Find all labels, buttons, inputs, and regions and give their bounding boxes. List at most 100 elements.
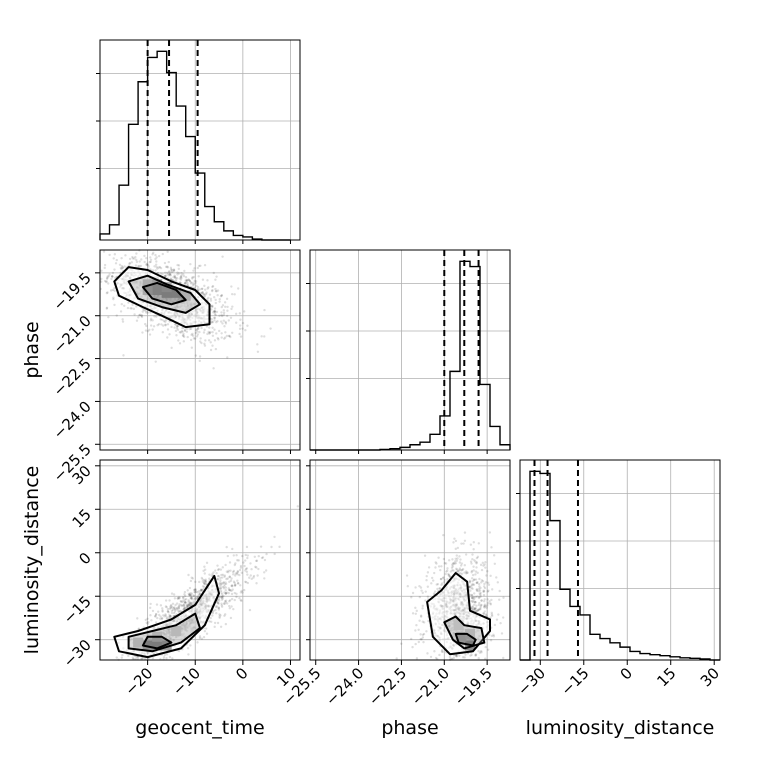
scatter-point — [168, 613, 171, 617]
scatter-point — [473, 559, 476, 562]
scatter-point — [151, 319, 154, 322]
scatter-point — [221, 314, 224, 318]
scatter-point — [442, 533, 445, 537]
scatter-point — [214, 605, 218, 609]
scatter-point — [200, 637, 204, 640]
scatter-point — [473, 606, 476, 610]
scatter-point — [470, 607, 473, 610]
scatter-point — [472, 548, 475, 551]
scatter-point — [213, 296, 216, 299]
scatter-point — [148, 606, 152, 610]
scatter-point — [108, 253, 111, 257]
scatter-point — [240, 589, 243, 593]
scatter-point — [169, 606, 173, 610]
scatter-point — [167, 615, 171, 619]
scatter-point — [203, 263, 207, 267]
scatter-point — [131, 255, 134, 259]
scatter-point — [235, 554, 238, 557]
scatter-point — [229, 569, 232, 572]
scatter-point — [223, 614, 226, 617]
scatter-point — [142, 308, 145, 311]
scatter-point — [157, 613, 161, 617]
scatter-point — [183, 598, 187, 601]
scatter-point — [218, 615, 221, 618]
scatter-point — [263, 308, 266, 312]
scatter-point — [113, 303, 116, 307]
scatter-point — [197, 275, 200, 278]
scatter-point — [200, 287, 204, 291]
scatter-point — [464, 653, 467, 656]
scatter-point — [175, 607, 179, 610]
scatter-point — [203, 629, 207, 633]
scatter-point — [161, 272, 164, 276]
scatter-point — [168, 333, 171, 336]
scatter-point — [230, 285, 233, 288]
scatter-point — [157, 266, 160, 269]
scatter-point — [178, 603, 181, 606]
scatter-point — [234, 562, 237, 565]
scatter-point — [232, 573, 235, 576]
scatter-point — [217, 567, 221, 571]
scatter-point — [197, 594, 200, 597]
scatter-point — [172, 268, 176, 272]
scatter-point — [240, 571, 244, 575]
scatter-point — [190, 346, 194, 349]
scatter-point — [214, 313, 217, 317]
scatter-point — [219, 584, 222, 588]
scatter-point — [239, 318, 242, 321]
scatter-point — [422, 621, 426, 624]
scatter-point — [468, 580, 471, 583]
scatter-point — [161, 252, 164, 256]
scatter-point — [255, 566, 258, 569]
scatter-point — [184, 601, 188, 604]
scatter-point — [204, 339, 207, 342]
scatter-point — [223, 591, 226, 594]
scatter-point — [222, 313, 226, 316]
scatter-point — [173, 276, 177, 279]
scatter-point — [479, 563, 483, 567]
scatter-point — [458, 555, 461, 558]
scatter-point — [219, 625, 223, 629]
panel-phase-luminosity_distance-frame — [309, 459, 511, 661]
x-tick-label-phase-4: −19.5 — [451, 664, 496, 709]
scatter-point — [180, 276, 183, 280]
scatter-point — [452, 541, 455, 544]
scatter-point — [263, 577, 266, 580]
scatter-point — [482, 600, 486, 603]
scatter-point — [502, 616, 505, 619]
scatter-point — [188, 586, 192, 590]
scatter-point — [201, 287, 204, 291]
scatter-point — [199, 589, 202, 593]
scatter-point — [136, 617, 139, 620]
scatter-point — [425, 630, 428, 633]
scatter-point — [203, 572, 206, 575]
scatter-point — [187, 604, 190, 608]
scatter-point — [426, 585, 430, 588]
scatter-point — [128, 257, 132, 261]
scatter-point — [454, 539, 458, 543]
scatter-point — [486, 602, 490, 605]
scatter-point — [145, 256, 148, 260]
scatter-point — [474, 653, 477, 657]
scatter-point — [166, 323, 170, 326]
scatter-point — [209, 348, 213, 352]
scatter-point — [245, 581, 248, 584]
scatter-point — [216, 289, 220, 292]
scatter-point — [181, 334, 185, 337]
scatter-point — [185, 279, 188, 283]
scatter-point — [196, 591, 199, 594]
scatter-point — [421, 607, 424, 610]
contour-level-0-phase-luminosity_distance — [426, 572, 491, 656]
scatter-point — [169, 603, 173, 607]
scatter-point — [484, 645, 487, 649]
scatter-point — [211, 285, 214, 289]
scatter-point — [474, 606, 477, 610]
scatter-point — [231, 570, 235, 574]
scatter-point — [224, 336, 227, 339]
scatter-point — [115, 314, 118, 317]
scatter-point — [190, 601, 194, 605]
scatter-point — [189, 603, 193, 606]
scatter-point — [195, 590, 198, 593]
scatter-point — [219, 583, 223, 586]
scatter-point — [187, 592, 190, 595]
